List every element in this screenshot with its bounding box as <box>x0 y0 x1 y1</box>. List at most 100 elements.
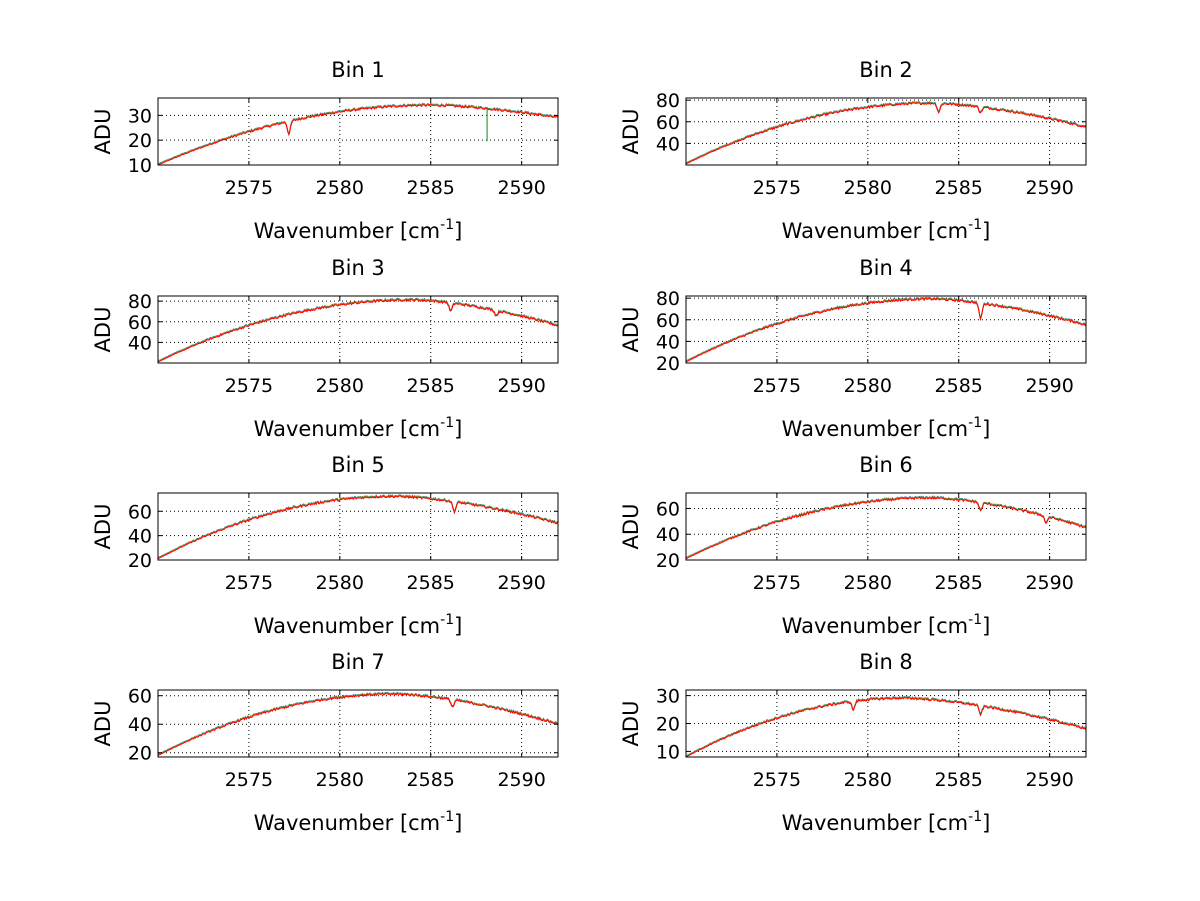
y-tick-label: 20 <box>656 353 680 375</box>
series-line-2 <box>157 297 559 362</box>
series-line-1 <box>685 100 1087 164</box>
series-line-4 <box>685 496 1087 560</box>
panel-title: Bin 1 <box>331 58 385 82</box>
x-tick-label: 2575 <box>753 375 801 397</box>
y-axis-label: ADU <box>91 504 115 550</box>
y-tick-label: 80 <box>128 291 152 313</box>
y-axis-label: ADU <box>619 109 643 155</box>
series-line-2 <box>685 296 1087 362</box>
x-tick-label: 2585 <box>935 769 983 791</box>
panel-title: Bin 2 <box>859 58 913 82</box>
x-axis-label: Wavenumber [cm-1] <box>782 217 991 243</box>
x-tick-label: 2590 <box>1025 177 1073 199</box>
x-axis-label: Wavenumber [cm-1] <box>254 415 463 441</box>
y-tick-label: 60 <box>128 686 152 708</box>
series-line-1 <box>157 493 559 559</box>
panel-title: Bin 7 <box>331 650 385 674</box>
x-axis-label-close: ] <box>454 219 462 243</box>
series-line-4 <box>685 696 1087 758</box>
y-axis-label: ADU <box>619 504 643 550</box>
y-tick-label: 20 <box>128 130 152 152</box>
x-axis-label-main: Wavenumber [cm <box>782 614 968 638</box>
panel-title: Bin 4 <box>859 256 913 280</box>
x-tick-label: 2585 <box>935 572 983 594</box>
x-tick-label: 2575 <box>225 769 273 791</box>
series-line-4 <box>157 298 559 363</box>
y-tick-label: 40 <box>128 332 152 354</box>
panel-title: Bin 5 <box>331 453 385 477</box>
axes-box <box>157 97 559 166</box>
x-axis-label-close: ] <box>454 417 462 441</box>
x-tick-label: 2585 <box>407 572 455 594</box>
x-tick-label: 2590 <box>497 769 545 791</box>
x-axis-label-main: Wavenumber [cm <box>782 811 968 835</box>
x-axis-label: Wavenumber [cm-1] <box>782 612 991 638</box>
y-tick-label: 40 <box>128 526 152 548</box>
series-line-3 <box>157 298 559 363</box>
x-axis-label-close: ] <box>982 417 990 441</box>
series-line-3 <box>685 101 1087 165</box>
series-line-3 <box>685 297 1087 363</box>
y-axis-label: ADU <box>91 701 115 747</box>
x-tick-label: 2585 <box>935 177 983 199</box>
series-line-4 <box>157 692 559 756</box>
x-tick-label: 2580 <box>316 769 364 791</box>
series-line-1 <box>685 296 1087 362</box>
y-tick-label: 40 <box>656 133 680 155</box>
series-line-2 <box>157 494 559 559</box>
y-tick-label: 60 <box>656 112 680 134</box>
x-axis-label-superscript: -1 <box>968 415 982 431</box>
x-tick-label: 2580 <box>844 572 892 594</box>
x-axis-label-main: Wavenumber [cm <box>782 219 968 243</box>
panel-title: Bin 6 <box>859 453 913 477</box>
y-tick-label: 20 <box>128 550 152 572</box>
x-axis-label: Wavenumber [cm-1] <box>254 612 463 638</box>
x-tick-label: 2575 <box>225 572 273 594</box>
x-axis-label-superscript: -1 <box>968 809 982 825</box>
x-axis-label: Wavenumber [cm-1] <box>254 809 463 835</box>
y-axis-label: ADU <box>91 307 115 353</box>
x-axis-label-main: Wavenumber [cm <box>254 811 440 835</box>
y-tick-label: 20 <box>656 714 680 736</box>
y-tick-label: 20 <box>656 550 680 572</box>
axes-box <box>685 97 1087 166</box>
x-tick-label: 2580 <box>316 375 364 397</box>
x-axis-label-main: Wavenumber [cm <box>254 219 440 243</box>
x-tick-label: 2580 <box>316 572 364 594</box>
series-line-1 <box>157 102 559 165</box>
axes-box <box>157 295 559 364</box>
x-tick-label: 2575 <box>753 177 801 199</box>
x-axis-label-main: Wavenumber [cm <box>254 417 440 441</box>
x-axis-label: Wavenumber [cm-1] <box>782 415 991 441</box>
y-axis-label: ADU <box>619 307 643 353</box>
x-tick-label: 2580 <box>844 177 892 199</box>
y-tick-label: 20 <box>128 743 152 765</box>
y-tick-label: 60 <box>128 312 152 334</box>
series-line-1 <box>157 297 559 362</box>
axes-box <box>157 689 559 758</box>
series-line-2 <box>157 103 559 165</box>
x-axis-label-main: Wavenumber [cm <box>254 614 440 638</box>
x-tick-label: 2585 <box>407 177 455 199</box>
panel-bin-1: Bin 1 2575 2580 2585 2590 10 20 30 ADU Wavenumber… <box>91 58 559 243</box>
y-tick-label: 10 <box>656 741 680 763</box>
x-axis-label-superscript: -1 <box>440 217 454 233</box>
series-line-3 <box>157 103 559 166</box>
y-tick-label: 30 <box>128 105 152 127</box>
x-axis-label-close: ] <box>982 219 990 243</box>
series-line-2 <box>685 696 1087 757</box>
x-axis-label-superscript: -1 <box>968 217 982 233</box>
x-tick-label: 2590 <box>1025 769 1073 791</box>
x-tick-label: 2580 <box>844 769 892 791</box>
x-axis-label-close: ] <box>454 811 462 835</box>
axes-box <box>685 492 1087 561</box>
x-tick-label: 2590 <box>497 572 545 594</box>
x-tick-label: 2580 <box>316 177 364 199</box>
x-axis-label-close: ] <box>982 614 990 638</box>
x-axis-label-superscript: -1 <box>440 612 454 628</box>
series-line-2 <box>685 495 1087 559</box>
x-tick-label: 2585 <box>935 375 983 397</box>
x-axis-label: Wavenumber [cm-1] <box>254 217 463 243</box>
